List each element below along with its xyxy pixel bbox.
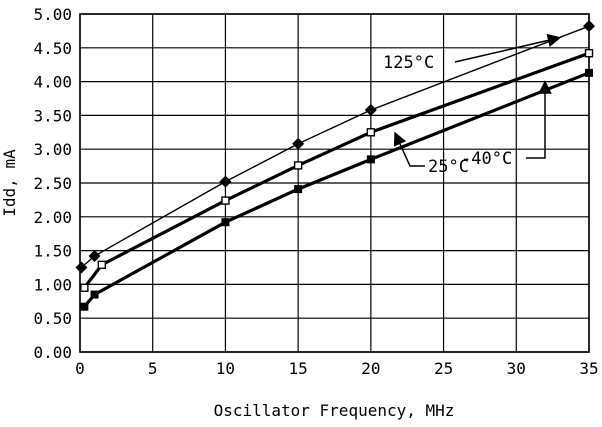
series-line-40-c <box>83 71 590 308</box>
x-tick-label: 35 <box>579 359 598 378</box>
y-tick-label: 4.50 <box>33 39 72 58</box>
y-tick-label: 2.50 <box>33 174 72 193</box>
y-tick-label: 2.00 <box>33 208 72 227</box>
plot-frame <box>79 13 590 353</box>
data-point <box>80 302 89 311</box>
data-point <box>585 68 593 77</box>
x-tick-label: 0 <box>75 359 85 378</box>
data-point <box>97 260 107 269</box>
y-tick-label: 1.00 <box>33 275 72 294</box>
data-point <box>366 128 376 137</box>
annotation-25-c: 25°C <box>393 131 469 177</box>
x-tick-label: 10 <box>216 359 235 378</box>
data-point <box>221 196 230 205</box>
data-point <box>366 155 375 164</box>
annotation-125-c: 125°C <box>383 33 562 73</box>
x-axis-label: Oscillator Frequency, MHz <box>214 401 455 420</box>
tick-labels: 0 5 10 15 20 25 30 35 0.00 0.50 1.00 1.50 2.00 2.50 3.… <box>33 5 598 378</box>
y-tick-label: 4.00 <box>33 73 72 92</box>
data-point <box>221 218 230 227</box>
data-point <box>75 261 88 274</box>
x-tick-label: 20 <box>361 359 380 378</box>
annotation-label: 125°C <box>383 53 434 73</box>
data-point <box>584 49 594 58</box>
data-point <box>90 290 99 299</box>
annotation-label: 25°C <box>428 157 469 177</box>
data-point <box>583 20 595 33</box>
series-125-c <box>75 20 595 274</box>
y-tick-label: 0.00 <box>33 343 72 362</box>
y-tick-label: 0.50 <box>33 309 72 328</box>
data-point <box>80 283 89 292</box>
annotation-label: -40°C <box>461 149 512 169</box>
data-point <box>292 137 305 150</box>
y-tick-label: 3.50 <box>33 106 72 125</box>
series-line-25-c <box>83 51 590 289</box>
y-axis-label: Idd, mA <box>0 149 19 217</box>
y-tick-label: 3.00 <box>33 140 72 159</box>
x-tick-label: 5 <box>148 359 158 378</box>
y-tick-label: 5.00 <box>33 5 72 24</box>
data-point <box>88 250 101 263</box>
annotation-40-c: -40°C <box>461 80 552 169</box>
data-point <box>294 185 303 194</box>
series-group <box>75 20 595 311</box>
annotations: 125°C -40°C25°C <box>383 33 562 177</box>
annotation-arrow <box>454 33 562 63</box>
x-tick-label: 30 <box>507 359 526 378</box>
data-point <box>364 103 377 116</box>
y-tick-label: 1.50 <box>33 242 72 261</box>
series-40-c <box>80 68 593 311</box>
x-tick-label: 25 <box>434 359 453 378</box>
annotation-arrow <box>526 80 552 159</box>
data-point <box>219 175 232 188</box>
data-point <box>293 161 303 170</box>
x-tick-label: 15 <box>289 359 308 378</box>
grid <box>79 13 590 353</box>
annotation-arrow <box>393 131 425 167</box>
series-25-c <box>80 49 594 292</box>
